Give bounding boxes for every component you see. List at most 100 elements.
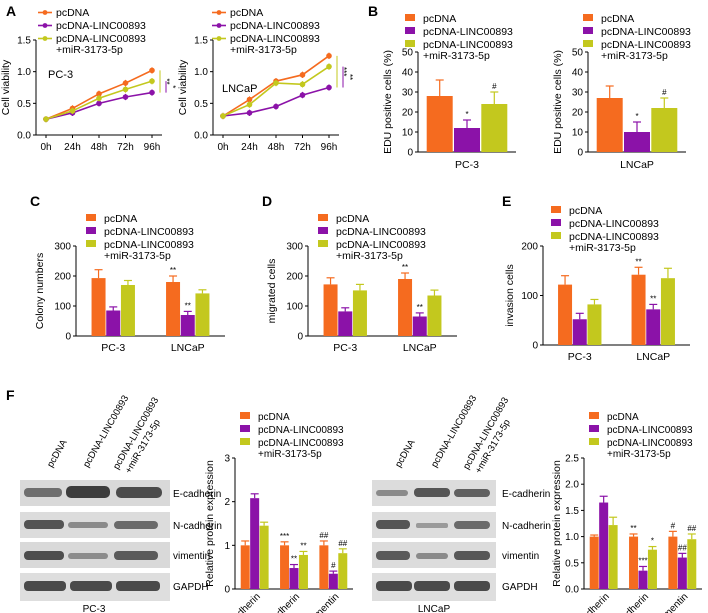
y-axis-title: invasion cells xyxy=(504,264,516,326)
y-axis-title: Colony numbers xyxy=(34,253,46,329)
bar-chart-D: 0 100 200 300 migrated cells PC-3 ** ** LNCaP pcD… xyxy=(266,213,457,354)
x-tick-label: vimentin xyxy=(656,591,690,613)
blot-band xyxy=(414,488,450,497)
blot-band xyxy=(376,581,412,591)
bar xyxy=(608,525,618,589)
y-tick-label: 0 xyxy=(297,332,303,343)
bar xyxy=(660,278,675,345)
y-tick-label: 30 xyxy=(572,88,584,99)
blot-caption: LNCaP xyxy=(418,604,451,613)
legend-label: pcDNA xyxy=(104,213,137,225)
bar xyxy=(558,284,573,345)
y-axis-title: Relative protein expression xyxy=(551,460,563,587)
panel-letter-c: C xyxy=(30,193,40,209)
legend-label: pcDNA-LINC00893 xyxy=(607,438,693,449)
bar xyxy=(454,128,480,152)
bar xyxy=(338,553,348,589)
legend-swatch-marker xyxy=(216,36,222,41)
bar xyxy=(180,315,195,336)
data-point xyxy=(299,72,306,78)
legend-label: +miR-3173-5p xyxy=(230,44,297,56)
blot-band xyxy=(68,553,108,559)
panel-letter-b: B xyxy=(368,3,378,19)
blot-band xyxy=(24,520,64,529)
legend-label: pcDNA xyxy=(423,13,456,25)
legend-swatch xyxy=(583,40,593,47)
legend-label: pcDNA-LINC00893 xyxy=(336,239,426,251)
data-point xyxy=(69,108,76,114)
blot-band xyxy=(454,521,490,529)
bar xyxy=(638,570,648,589)
blot-band xyxy=(66,486,110,498)
blot-band xyxy=(68,522,108,528)
blot-band xyxy=(414,581,450,591)
bar xyxy=(651,108,678,152)
bar xyxy=(280,545,290,589)
blot-band xyxy=(114,521,158,529)
sig-label: ## xyxy=(687,524,696,533)
bar xyxy=(624,132,650,152)
legend-swatch xyxy=(589,412,599,419)
data-point xyxy=(96,95,102,102)
data-point xyxy=(96,100,102,107)
data-point xyxy=(149,89,155,96)
y-tick-label: 1 xyxy=(224,541,230,552)
data-point xyxy=(326,84,332,91)
legend-swatch xyxy=(86,227,96,234)
legend-label: +miR-3173-5p xyxy=(601,50,668,62)
bar xyxy=(398,279,413,336)
chart-annotation: LNCaP xyxy=(222,83,257,95)
bar xyxy=(319,545,329,589)
legend-label: +miR-3173-5p xyxy=(104,250,171,262)
y-tick-label: 100 xyxy=(286,302,303,313)
legend-label: pcDNA xyxy=(569,205,602,217)
y-axis-title: EDU positive cells (%) xyxy=(382,50,394,154)
x-tick-label: 96h xyxy=(144,142,161,153)
legend-label: pcDNA-LINC00893 xyxy=(601,26,691,38)
y-tick-label: 1.5 xyxy=(17,36,31,47)
legend-label: pcDNA-LINC00893 xyxy=(258,425,344,436)
legend-label: pcDNA-LINC00893 xyxy=(569,218,659,230)
blot-band xyxy=(116,581,160,591)
sig-label: * xyxy=(168,85,177,88)
legend-swatch xyxy=(583,27,593,34)
x-tick-label: LNCaP xyxy=(403,342,437,354)
sig-label: ** xyxy=(170,266,176,275)
blot-band xyxy=(116,487,162,498)
y-tick-label: 200 xyxy=(286,272,303,283)
bar xyxy=(426,96,453,152)
sig-label: *** xyxy=(638,556,647,565)
blot-band xyxy=(454,581,490,591)
x-tick-label: N-cadherin xyxy=(609,591,651,613)
data-point xyxy=(122,86,129,93)
line-chart-A2: 0.0 0.5 1.0 1.5 Cell viability 0h 24h 48h 72h 96h… xyxy=(177,7,354,153)
blot-band xyxy=(416,523,448,528)
legend-swatch xyxy=(405,27,415,34)
x-tick-label: 0h xyxy=(40,142,51,153)
legend-label: pcDNA-LINC00893 xyxy=(230,20,320,32)
sig-label: ** xyxy=(185,301,191,310)
legend-label: +miR-3173-5p xyxy=(258,449,322,460)
data-point xyxy=(96,91,102,97)
bar xyxy=(240,545,250,589)
legend-label: pcDNA-LINC00893 xyxy=(230,33,320,45)
x-tick-label: N-cadherin xyxy=(260,591,302,613)
x-tick-label: 48h xyxy=(268,142,285,153)
line-chart-A1: 0.0 0.5 1.0 1.5 Cell viability 0h 24h 48h 72h 96h… xyxy=(0,7,177,153)
sig-label: ## xyxy=(319,531,328,540)
legend-label: pcDNA xyxy=(601,13,634,25)
legend-label: pcDNA-LINC00893 xyxy=(601,39,691,51)
legend-label: pcDNA-LINC00893 xyxy=(569,231,659,243)
sig-label: ** xyxy=(417,303,423,312)
legend-swatch xyxy=(405,40,415,47)
data-point xyxy=(149,78,155,84)
x-tick-label: 24h xyxy=(64,142,81,153)
legend-label: pcDNA xyxy=(336,213,369,225)
blot-row-label: E-cadherin xyxy=(502,489,550,500)
data-point xyxy=(246,101,253,108)
blot-band xyxy=(114,551,158,560)
blot-row-label: E-cadherin xyxy=(173,489,221,500)
x-tick-label: LNCaP xyxy=(171,342,205,354)
